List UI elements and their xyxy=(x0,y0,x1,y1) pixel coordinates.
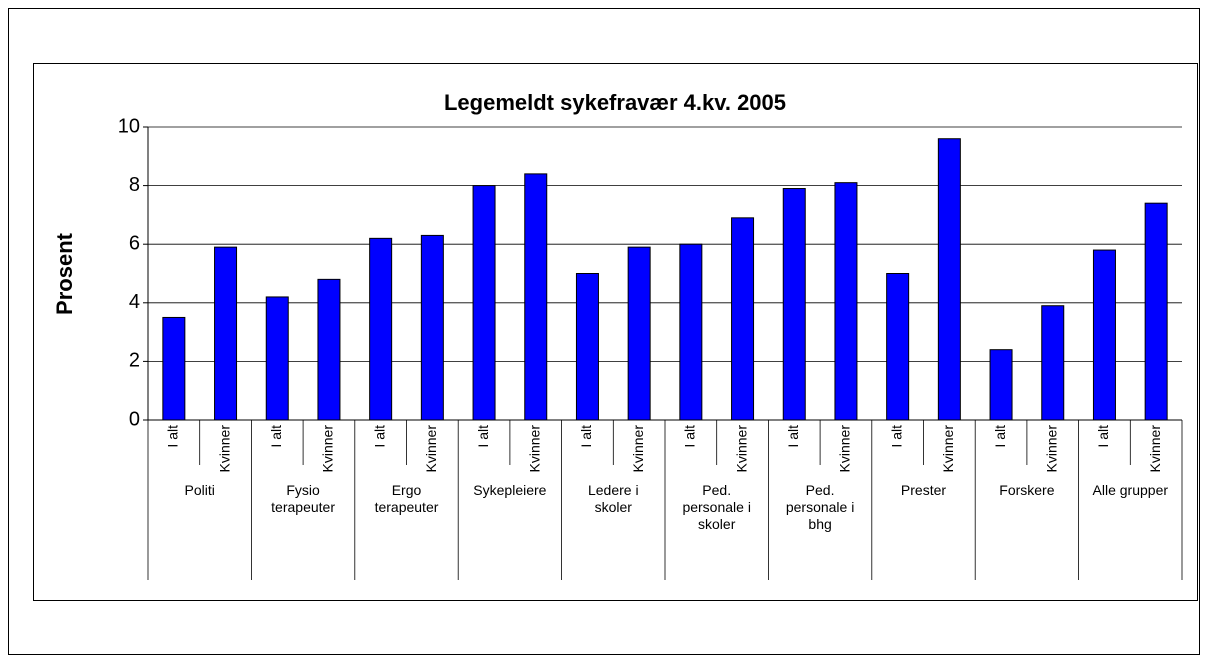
bar xyxy=(782,188,806,421)
group-label: Alle grupper xyxy=(1092,482,1169,498)
x-tick-label: I alt xyxy=(785,425,801,448)
bar xyxy=(575,273,599,421)
bar xyxy=(472,185,496,421)
group-label-box: Ledere i skoler xyxy=(587,482,639,515)
group-label: Sykepleiere xyxy=(473,482,547,498)
group-label-box: Alle grupper xyxy=(1092,482,1169,498)
x-tick-label: I alt xyxy=(268,425,284,448)
group-label-box: Ped. personale i skoler xyxy=(682,482,751,532)
bar xyxy=(731,217,755,421)
bar xyxy=(162,316,186,421)
x-tick-label: Kvinner xyxy=(320,425,336,473)
bar xyxy=(886,273,910,421)
y-tick-label: 2 xyxy=(129,350,140,372)
y-axis-label: Prosent xyxy=(52,232,77,315)
bar xyxy=(834,182,858,421)
x-tick-label: Kvinner xyxy=(940,425,956,473)
group-label: Fysio terapeuter xyxy=(271,482,335,515)
group-label: Ledere i skoler xyxy=(587,482,639,515)
chart-title: Legemeldt sykefravær 4.kv. 2005 xyxy=(444,90,786,115)
bar xyxy=(1041,305,1065,421)
x-tick-label: I alt xyxy=(1095,425,1111,448)
group-label: Forskere xyxy=(999,482,1055,498)
group-label-box: Ped. personale i bhg xyxy=(785,482,855,532)
bar xyxy=(627,246,651,421)
bar xyxy=(1144,202,1168,421)
x-tick-label: I alt xyxy=(992,425,1008,448)
x-tick-label: I alt xyxy=(475,425,491,448)
group-label-box: Forskere xyxy=(999,482,1055,498)
bar xyxy=(989,349,1013,421)
x-tick-label: Kvinner xyxy=(837,425,853,473)
bar xyxy=(679,243,703,421)
group-label-box: Ergo terapeuter xyxy=(374,482,439,515)
x-tick-label: Kvinner xyxy=(1147,425,1163,473)
x-tick-label: Kvinner xyxy=(526,425,542,473)
x-tick-label: I alt xyxy=(888,425,904,448)
x-tick-label: Kvinner xyxy=(733,425,749,473)
y-tick-label: 6 xyxy=(129,232,140,254)
bar xyxy=(369,237,393,421)
bar xyxy=(420,234,444,421)
bar xyxy=(524,173,548,421)
y-tick-label: 0 xyxy=(129,408,140,430)
group-label: Ped. personale i skoler xyxy=(682,482,751,532)
bar xyxy=(214,246,238,421)
x-tick-label: Kvinner xyxy=(423,425,439,473)
group-label: Ergo terapeuter xyxy=(374,482,439,515)
bar xyxy=(265,296,289,421)
x-tick-label: Kvinner xyxy=(216,425,232,473)
group-label-box: Fysio terapeuter xyxy=(271,482,335,515)
x-tick-label: I alt xyxy=(578,425,594,448)
x-tick-label: Kvinner xyxy=(630,425,646,473)
group-label-box: Politi xyxy=(184,482,215,498)
group-label: Politi xyxy=(184,482,215,498)
y-tick-label: 8 xyxy=(129,174,140,196)
x-tick-label: Kvinner xyxy=(1043,425,1059,473)
group-label-box: Prester xyxy=(900,482,947,498)
group-label: Prester xyxy=(900,482,947,498)
group-label-box: Sykepleiere xyxy=(473,482,547,498)
x-tick-label: I alt xyxy=(682,425,698,448)
bar xyxy=(1092,249,1116,421)
bar xyxy=(937,138,961,421)
x-tick-label: I alt xyxy=(371,425,387,448)
group-label: Ped. personale i bhg xyxy=(785,482,855,532)
bar xyxy=(317,278,341,421)
y-tick-label: 4 xyxy=(129,291,140,313)
y-tick-label: 10 xyxy=(118,115,140,137)
x-tick-label: I alt xyxy=(165,425,181,448)
